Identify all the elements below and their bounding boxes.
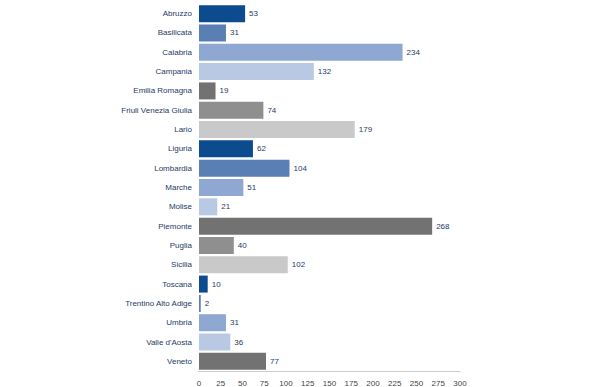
svg-text:Emilia Romagna: Emilia Romagna	[133, 86, 192, 95]
svg-text:19: 19	[220, 86, 229, 95]
svg-text:40: 40	[238, 241, 247, 250]
svg-text:Umbria: Umbria	[166, 318, 192, 327]
svg-text:25: 25	[216, 379, 225, 387]
svg-text:179: 179	[359, 125, 373, 134]
svg-text:2: 2	[205, 299, 210, 308]
svg-text:62: 62	[257, 144, 266, 153]
svg-text:125: 125	[301, 379, 315, 387]
svg-text:234: 234	[407, 48, 421, 57]
svg-text:Lombardia: Lombardia	[154, 164, 192, 173]
svg-text:31: 31	[230, 318, 239, 327]
svg-text:Lario: Lario	[174, 125, 192, 134]
svg-text:Abruzzo: Abruzzo	[163, 9, 193, 18]
svg-text:74: 74	[267, 106, 276, 115]
svg-text:Liguria: Liguria	[168, 144, 193, 153]
svg-text:Puglia: Puglia	[170, 241, 193, 250]
svg-text:Valle d'Aosta: Valle d'Aosta	[146, 338, 192, 347]
svg-text:77: 77	[270, 357, 279, 366]
svg-text:21: 21	[221, 202, 230, 211]
svg-text:132: 132	[318, 67, 332, 76]
svg-text:Friuli Venezia Giulia: Friuli Venezia Giulia	[121, 106, 192, 115]
svg-text:Trentino Alto Adige: Trentino Alto Adige	[125, 299, 192, 308]
svg-text:50: 50	[238, 379, 247, 387]
svg-text:150: 150	[323, 379, 337, 387]
svg-text:250: 250	[410, 379, 424, 387]
svg-text:Basilicata: Basilicata	[158, 28, 193, 37]
svg-text:175: 175	[345, 379, 359, 387]
svg-text:Calabria: Calabria	[162, 48, 192, 57]
svg-text:100: 100	[279, 379, 293, 387]
svg-text:275: 275	[432, 379, 446, 387]
svg-text:51: 51	[247, 183, 256, 192]
svg-text:75: 75	[260, 379, 269, 387]
svg-text:Marche: Marche	[165, 183, 192, 192]
svg-text:Veneto: Veneto	[167, 357, 192, 366]
svg-text:Sicilia: Sicilia	[171, 260, 192, 269]
svg-text:36: 36	[234, 338, 243, 347]
svg-text:268: 268	[436, 222, 450, 231]
svg-text:Molise: Molise	[169, 202, 193, 211]
svg-text:31: 31	[230, 28, 239, 37]
svg-text:102: 102	[292, 260, 306, 269]
svg-text:104: 104	[293, 164, 307, 173]
svg-text:10: 10	[212, 280, 221, 289]
svg-text:Toscana: Toscana	[162, 280, 192, 289]
svg-text:53: 53	[249, 9, 258, 18]
svg-text:Campania: Campania	[156, 67, 193, 76]
svg-text:0: 0	[197, 379, 202, 387]
svg-text:225: 225	[388, 379, 402, 387]
svg-text:Piemonte: Piemonte	[158, 222, 192, 231]
svg-text:300: 300	[453, 379, 467, 387]
svg-text:200: 200	[366, 379, 380, 387]
